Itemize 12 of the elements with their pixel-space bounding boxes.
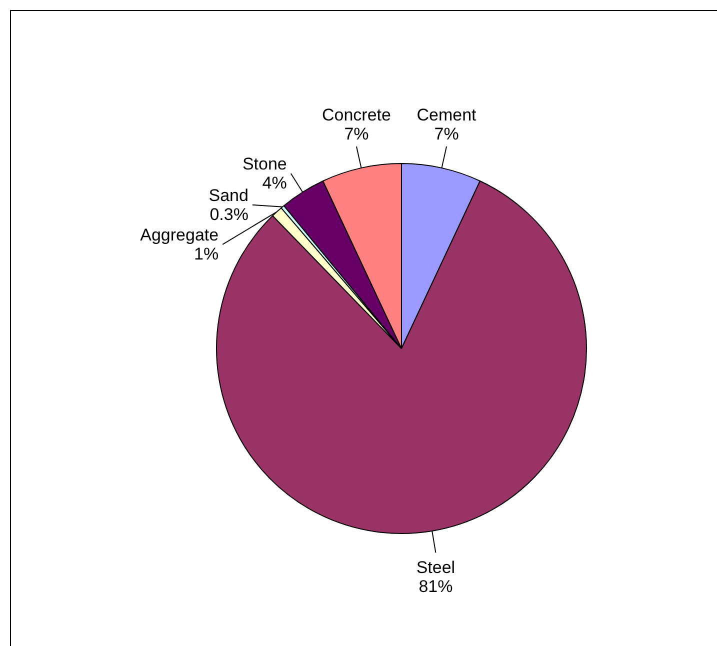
- data-label: 1%: [194, 244, 219, 264]
- data-label: 7%: [344, 124, 369, 144]
- slice-label: Cement: [416, 106, 477, 125]
- slice-label: Aggregate: [140, 226, 219, 245]
- slice-label: Steel: [416, 558, 456, 577]
- slice-label: Concrete: [322, 106, 391, 125]
- data-label: 81%: [418, 576, 453, 596]
- data-label: 4%: [262, 174, 287, 193]
- data-label: 7%: [434, 124, 459, 144]
- data-label: 0.3%: [210, 205, 248, 224]
- slice-label: Sand: [208, 186, 248, 206]
- slice-label: Stone: [242, 154, 287, 174]
